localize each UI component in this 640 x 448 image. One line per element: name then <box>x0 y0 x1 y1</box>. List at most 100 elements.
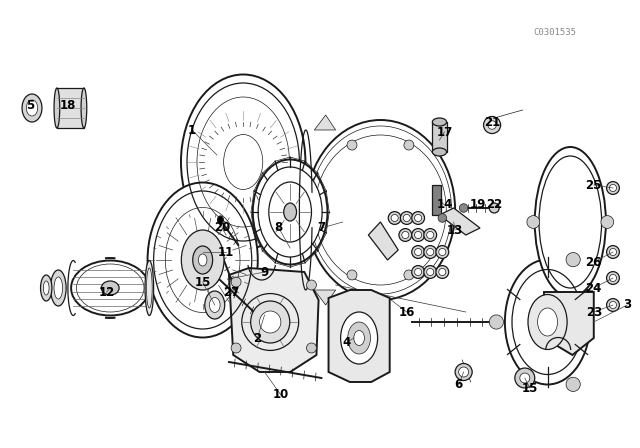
Circle shape <box>520 373 530 383</box>
Polygon shape <box>314 290 335 305</box>
Circle shape <box>347 270 357 280</box>
Ellipse shape <box>433 148 447 156</box>
Text: 3: 3 <box>623 298 631 311</box>
Circle shape <box>404 140 414 150</box>
Circle shape <box>404 270 414 280</box>
Text: 15: 15 <box>522 382 538 395</box>
Ellipse shape <box>209 297 220 313</box>
Text: 2: 2 <box>253 332 262 345</box>
Circle shape <box>427 232 434 238</box>
Circle shape <box>527 215 540 228</box>
Ellipse shape <box>145 260 154 315</box>
Ellipse shape <box>148 182 258 337</box>
Text: 17: 17 <box>436 125 452 138</box>
Circle shape <box>459 367 468 377</box>
Circle shape <box>489 315 504 329</box>
Text: 4: 4 <box>343 336 351 349</box>
Circle shape <box>566 253 580 267</box>
Circle shape <box>607 299 620 311</box>
Circle shape <box>427 249 434 255</box>
Circle shape <box>415 249 422 255</box>
Circle shape <box>412 246 424 258</box>
Polygon shape <box>314 115 335 130</box>
Circle shape <box>415 215 422 222</box>
Circle shape <box>412 211 424 224</box>
Ellipse shape <box>40 275 52 301</box>
Text: 24: 24 <box>586 281 602 294</box>
Polygon shape <box>57 88 84 128</box>
Circle shape <box>415 268 422 276</box>
Circle shape <box>488 121 497 129</box>
Text: 7: 7 <box>317 221 326 234</box>
Circle shape <box>403 215 410 222</box>
Circle shape <box>424 266 436 278</box>
Text: 5: 5 <box>26 99 34 112</box>
Text: 13: 13 <box>447 224 463 237</box>
Circle shape <box>427 268 434 276</box>
Text: 25: 25 <box>586 178 602 191</box>
Ellipse shape <box>528 294 567 349</box>
Circle shape <box>566 377 580 392</box>
Text: 21: 21 <box>484 116 500 129</box>
Text: 27: 27 <box>223 285 239 298</box>
Polygon shape <box>440 208 480 235</box>
Text: 8: 8 <box>275 221 283 234</box>
Polygon shape <box>369 222 398 260</box>
Ellipse shape <box>218 216 223 224</box>
Ellipse shape <box>348 322 371 354</box>
Polygon shape <box>433 185 441 215</box>
Circle shape <box>515 368 535 388</box>
Circle shape <box>609 185 616 192</box>
Text: 10: 10 <box>273 388 289 401</box>
Ellipse shape <box>101 281 119 295</box>
Ellipse shape <box>54 88 60 128</box>
Ellipse shape <box>340 312 378 364</box>
Circle shape <box>439 249 446 255</box>
Ellipse shape <box>54 277 63 299</box>
Circle shape <box>460 204 468 212</box>
Ellipse shape <box>198 254 207 266</box>
Polygon shape <box>328 290 390 382</box>
Circle shape <box>455 363 472 380</box>
Circle shape <box>607 181 620 194</box>
Ellipse shape <box>193 246 212 274</box>
Ellipse shape <box>253 159 328 264</box>
Circle shape <box>307 280 316 290</box>
Circle shape <box>601 215 614 228</box>
Text: 15: 15 <box>195 276 211 289</box>
Circle shape <box>436 266 449 278</box>
Text: 12: 12 <box>99 285 115 298</box>
Ellipse shape <box>44 281 49 295</box>
Text: 9: 9 <box>260 266 269 279</box>
Circle shape <box>391 215 398 222</box>
Text: 16: 16 <box>399 306 415 319</box>
Ellipse shape <box>251 301 290 343</box>
Circle shape <box>609 275 616 281</box>
Circle shape <box>607 271 620 284</box>
Text: 18: 18 <box>60 99 76 112</box>
Circle shape <box>347 140 357 150</box>
Circle shape <box>484 116 500 134</box>
Text: 26: 26 <box>586 255 602 268</box>
Ellipse shape <box>354 331 364 345</box>
Circle shape <box>436 246 449 258</box>
Circle shape <box>399 228 412 241</box>
Ellipse shape <box>260 311 281 333</box>
Ellipse shape <box>538 308 557 336</box>
Text: 23: 23 <box>586 306 602 319</box>
Ellipse shape <box>22 94 42 122</box>
Circle shape <box>307 343 316 353</box>
Circle shape <box>609 249 616 255</box>
Ellipse shape <box>51 270 66 306</box>
Ellipse shape <box>26 100 38 116</box>
Circle shape <box>401 211 413 224</box>
Circle shape <box>439 268 446 276</box>
Ellipse shape <box>306 120 455 300</box>
Ellipse shape <box>181 230 224 290</box>
Text: 11: 11 <box>218 246 234 258</box>
Circle shape <box>424 228 436 241</box>
Ellipse shape <box>205 291 225 319</box>
Circle shape <box>388 211 401 224</box>
Circle shape <box>231 277 241 287</box>
Text: 6: 6 <box>454 379 463 392</box>
